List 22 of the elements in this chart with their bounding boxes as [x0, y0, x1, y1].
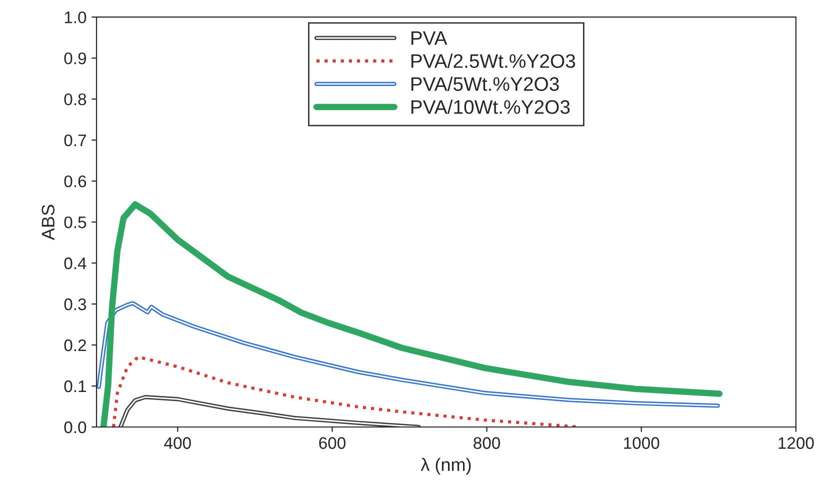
legend-label: PVA/10Wt.%Y2O3 [411, 100, 570, 114]
y-tick-label: 0.3 [64, 298, 86, 310]
y-tick-label: 1.0 [64, 11, 86, 24]
y-tick-label: 0.0 [64, 421, 86, 434]
x-tick-label: 600 [319, 437, 346, 449]
x-tick-label: 1000 [624, 437, 660, 449]
legend-label: PVA/2.5Wt.%Y2O3 [411, 54, 576, 68]
y-tick-label: 0.5 [64, 216, 86, 228]
x-tick-label: 400 [164, 437, 191, 449]
y-tick-label: 0.9 [64, 52, 86, 64]
y-tick-label: 0.6 [64, 175, 86, 188]
x-tick-label: 800 [474, 437, 500, 449]
y-tick-label: 0.1 [64, 380, 86, 392]
legend-label: PVA/5Wt.%Y2O3 [411, 76, 559, 91]
x-tick-label: 1200 [778, 437, 814, 449]
y-tick-label: 0.2 [64, 339, 86, 352]
y-axis-title: ABS [42, 204, 55, 240]
legend-label: PVA [411, 31, 448, 45]
y-tick-label: 0.8 [64, 93, 86, 106]
x-axis-title: λ (nm) [420, 458, 471, 475]
y-tick-label: 0.4 [64, 257, 86, 270]
y-tick-label: 0.7 [64, 134, 86, 146]
